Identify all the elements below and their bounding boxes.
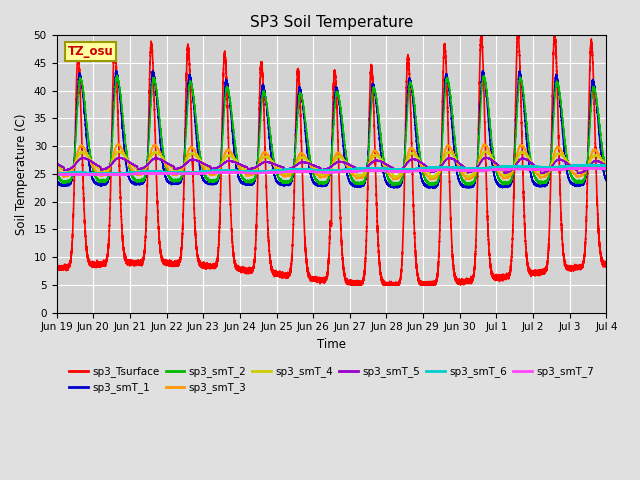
sp3_smT_4: [495, 165, 502, 170]
sp3_smT_6: [52, 171, 60, 177]
sp3_Tsurface: [502, 274, 510, 279]
sp3_Tsurface: [466, 279, 474, 285]
sp3_smT_3: [114, 141, 122, 147]
sp3_smT_5: [603, 163, 611, 169]
sp3_smT_6: [495, 164, 502, 170]
Line: sp3_Tsurface: sp3_Tsurface: [56, 36, 607, 285]
sp3_smT_6: [587, 162, 595, 168]
Line: sp3_smT_2: sp3_smT_2: [56, 75, 607, 186]
Line: sp3_smT_6: sp3_smT_6: [56, 165, 607, 174]
sp3_Tsurface: [52, 264, 60, 269]
Line: sp3_smT_4: sp3_smT_4: [56, 151, 607, 177]
sp3_smT_4: [427, 174, 435, 180]
sp3_smT_3: [481, 142, 489, 148]
sp3_smT_3: [466, 176, 474, 181]
sp3_Tsurface: [81, 229, 89, 235]
Y-axis label: Soil Temperature (C): Soil Temperature (C): [15, 113, 28, 235]
sp3_smT_3: [52, 166, 60, 171]
sp3_smT_6: [81, 170, 89, 176]
X-axis label: Time: Time: [317, 338, 346, 351]
sp3_Tsurface: [404, 55, 412, 61]
sp3_smT_2: [113, 72, 121, 78]
sp3_Tsurface: [495, 276, 502, 281]
sp3_smT_3: [404, 153, 412, 158]
sp3_smT_1: [81, 121, 89, 127]
sp3_smT_1: [390, 185, 397, 191]
sp3_smT_6: [466, 166, 474, 171]
sp3_Tsurface: [347, 282, 355, 288]
sp3_smT_4: [404, 157, 412, 163]
sp3_smT_4: [115, 148, 122, 154]
sp3_smT_2: [502, 181, 510, 187]
Line: sp3_smT_5: sp3_smT_5: [56, 157, 607, 174]
sp3_smT_6: [481, 165, 488, 171]
sp3_smT_2: [481, 76, 489, 82]
sp3_smT_5: [483, 155, 490, 160]
sp3_smT_1: [404, 93, 412, 98]
sp3_smT_1: [603, 178, 611, 183]
Legend: sp3_Tsurface, sp3_smT_1, sp3_smT_2, sp3_smT_3, sp3_smT_4, sp3_smT_5, sp3_smT_6, : sp3_Tsurface, sp3_smT_1, sp3_smT_2, sp3_…: [65, 362, 598, 397]
sp3_smT_3: [502, 175, 510, 181]
sp3_smT_7: [481, 168, 488, 173]
sp3_smT_7: [495, 167, 502, 172]
sp3_Tsurface: [603, 262, 611, 268]
sp3_smT_7: [404, 168, 412, 174]
Text: TZ_osu: TZ_osu: [68, 45, 113, 58]
sp3_smT_3: [427, 177, 435, 182]
sp3_smT_4: [502, 172, 510, 178]
Line: sp3_smT_7: sp3_smT_7: [56, 168, 607, 175]
Line: sp3_smT_1: sp3_smT_1: [56, 71, 607, 188]
sp3_smT_2: [466, 181, 474, 187]
sp3_smT_6: [101, 171, 109, 177]
sp3_smT_5: [495, 163, 502, 168]
Line: sp3_smT_3: sp3_smT_3: [56, 144, 607, 180]
sp3_smT_1: [466, 183, 474, 189]
sp3_smT_2: [52, 168, 60, 174]
sp3_smT_2: [404, 106, 412, 112]
sp3_smT_2: [603, 169, 611, 175]
sp3_smT_3: [495, 169, 502, 175]
sp3_smT_2: [495, 175, 502, 181]
sp3_Tsurface: [481, 123, 489, 129]
sp3_smT_7: [502, 167, 510, 172]
sp3_smT_2: [389, 183, 397, 189]
sp3_smT_5: [574, 171, 582, 177]
sp3_smT_5: [481, 155, 488, 161]
sp3_smT_7: [81, 171, 89, 177]
sp3_smT_7: [589, 165, 596, 171]
sp3_smT_4: [466, 173, 474, 179]
sp3_smT_1: [495, 182, 502, 188]
sp3_smT_7: [52, 172, 60, 178]
sp3_smT_6: [502, 164, 510, 169]
sp3_Tsurface: [477, 33, 485, 38]
sp3_smT_1: [52, 178, 60, 184]
sp3_smT_1: [479, 68, 486, 73]
sp3_smT_5: [81, 156, 89, 161]
sp3_smT_5: [502, 170, 510, 176]
sp3_smT_1: [481, 77, 489, 83]
sp3_smT_2: [81, 106, 89, 112]
Title: SP3 Soil Temperature: SP3 Soil Temperature: [250, 15, 413, 30]
sp3_smT_4: [52, 161, 60, 167]
sp3_smT_7: [466, 168, 474, 173]
sp3_smT_5: [466, 169, 474, 175]
sp3_smT_7: [53, 172, 61, 178]
sp3_smT_4: [603, 162, 611, 168]
sp3_smT_5: [404, 159, 412, 165]
sp3_smT_3: [603, 166, 611, 171]
sp3_smT_4: [481, 149, 489, 155]
sp3_smT_7: [603, 166, 611, 171]
sp3_smT_3: [81, 147, 89, 153]
sp3_smT_6: [603, 163, 611, 168]
sp3_smT_1: [502, 183, 510, 189]
sp3_smT_4: [81, 151, 89, 156]
sp3_smT_5: [52, 161, 60, 167]
sp3_smT_6: [404, 167, 412, 172]
